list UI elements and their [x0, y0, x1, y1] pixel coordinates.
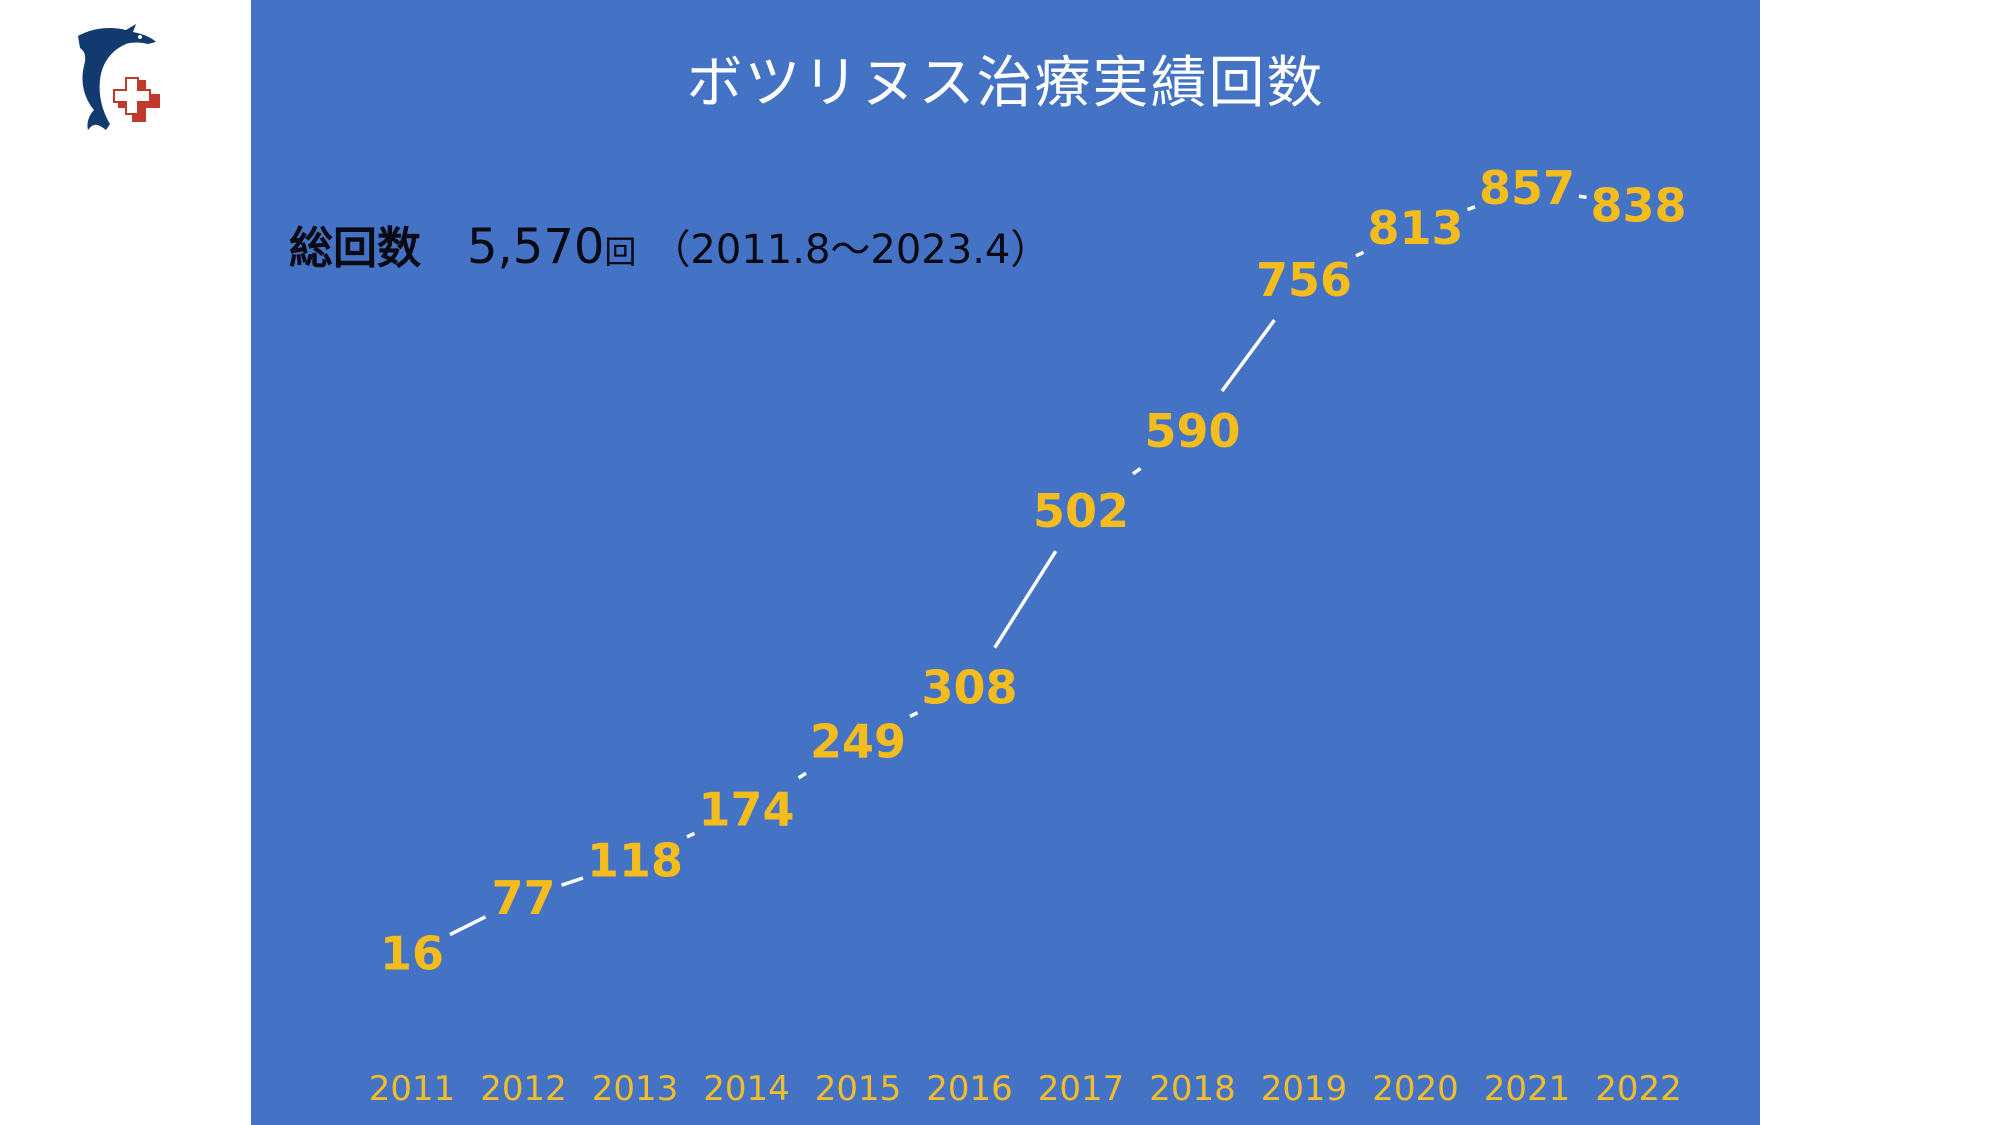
data-label-2016: 308	[921, 661, 1017, 715]
x-tick-label-2015: 2015	[815, 1069, 902, 1109]
data-label-2015: 249	[810, 714, 906, 768]
chart-title: ボツリヌス治療実績回数	[686, 51, 1325, 116]
series-line-segment-2015-2016	[909, 711, 919, 718]
series-line-segment-2016-2017	[993, 550, 1058, 649]
series-line-segment-2012-2013	[560, 876, 584, 887]
dolphin-cross-logo	[78, 24, 160, 130]
series-line-segment-2019-2020	[1355, 250, 1365, 258]
series-line-segment-2014-2015	[797, 771, 807, 780]
chart-plot: 16 77 118 174 249 308 502 590 756 813 857 838 2011 20…	[369, 161, 1687, 1109]
chart-panel: 16 77 118 174 249 308 502 590 756 813 857 838 2011 20…	[251, 0, 1760, 1125]
x-tick-label-2019: 2019	[1261, 1069, 1348, 1109]
x-tick-label-2014: 2014	[703, 1069, 790, 1109]
series-line-segment-2017-2018	[1131, 467, 1142, 476]
data-label-2013: 118	[587, 834, 683, 888]
data-label-2021: 857	[1479, 161, 1575, 215]
medical-cross-icon	[113, 77, 160, 122]
data-label-2011: 16	[380, 926, 444, 980]
x-tick-label-2012: 2012	[480, 1069, 567, 1109]
data-label-2022: 838	[1590, 178, 1686, 232]
summary-total: 5,570	[467, 219, 605, 275]
data-label-2020: 813	[1367, 201, 1463, 255]
summary-period: （2011.8～2023.4）	[650, 227, 1051, 273]
x-tick-label-2022: 2022	[1595, 1069, 1682, 1109]
data-label-2017: 502	[1033, 484, 1129, 538]
data-label-2018: 590	[1144, 404, 1240, 458]
series-line-segment-2018-2019	[1220, 319, 1276, 393]
series-line-segment-2011-2012	[449, 915, 487, 937]
summary-label: 総回数	[289, 223, 421, 274]
x-tick-label-2020: 2020	[1372, 1069, 1459, 1109]
data-label-2014: 174	[698, 783, 794, 837]
dolphin-icon	[78, 24, 156, 130]
summary-unit: 回	[604, 233, 637, 271]
series-line-segment-2021-2022	[1578, 194, 1587, 200]
x-tick-label-2021: 2021	[1484, 1069, 1571, 1109]
x-tick-label-2018: 2018	[1149, 1069, 1236, 1109]
x-tick-label-2011: 2011	[369, 1069, 456, 1109]
data-label-2019: 756	[1256, 253, 1352, 307]
data-label-2012: 77	[491, 871, 555, 925]
x-tick-label-2017: 2017	[1038, 1069, 1125, 1109]
total-summary: 総回数 5,570回 （2011.8～2023.4）	[289, 212, 1050, 276]
series-line-segment-2020-2021	[1466, 205, 1476, 212]
series-line-segment-2013-2014	[686, 831, 696, 839]
x-tick-label-2016: 2016	[926, 1069, 1013, 1109]
x-tick-label-2013: 2013	[592, 1069, 679, 1109]
